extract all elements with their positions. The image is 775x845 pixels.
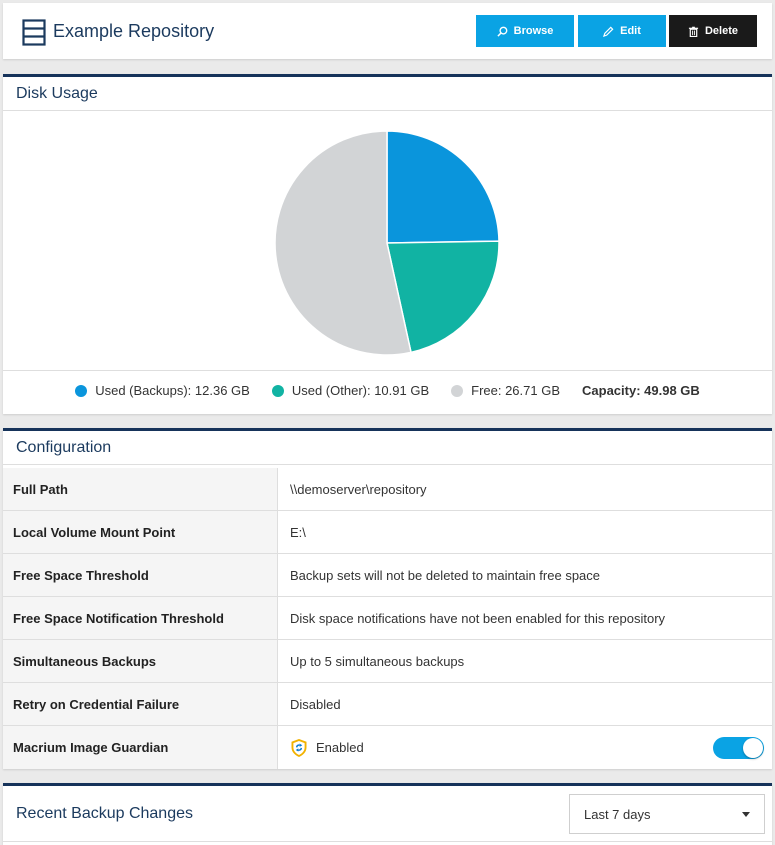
table-row: Macrium Image Guardian Enabled bbox=[3, 726, 772, 769]
table-row: Simultaneous Backups Up to 5 simultaneou… bbox=[3, 640, 772, 683]
row-value: \\demoserver\repository bbox=[290, 481, 427, 497]
pie-slice-backups[interactable] bbox=[386, 130, 500, 244]
chart-legend: Used (Backups): 12.36 GB Used (Other): 1… bbox=[3, 370, 772, 410]
disk-usage-chart bbox=[273, 129, 501, 357]
configuration-panel: Configuration Full Path \\demoserver\rep… bbox=[3, 428, 772, 769]
delete-button[interactable]: Delete bbox=[669, 15, 757, 47]
row-value: Up to 5 simultaneous backups bbox=[290, 653, 465, 669]
date-range-select[interactable]: Last 7 days bbox=[569, 794, 765, 834]
legend-label-free: Free: 26.71 GB bbox=[471, 383, 561, 398]
browse-button[interactable]: Browse bbox=[476, 15, 574, 47]
table-row: Retry on Credential Failure Disabled bbox=[3, 683, 772, 726]
guardian-status: Enabled bbox=[316, 740, 364, 755]
legend-label-other: Used (Other): 10.91 GB bbox=[291, 383, 430, 398]
disk-usage-panel: Disk Usage Used (Backups): 12.36 GB Used… bbox=[3, 74, 772, 414]
date-range-value: Last 7 days bbox=[584, 806, 651, 822]
table-row: Full Path \\demoserver\repository bbox=[3, 468, 772, 511]
row-label: Full Path bbox=[3, 468, 278, 510]
row-label: Free Space Threshold bbox=[3, 554, 278, 596]
guardian-toggle[interactable] bbox=[713, 737, 764, 759]
row-value: Backup sets will not be deleted to maint… bbox=[290, 567, 601, 583]
row-value: Disabled bbox=[290, 696, 341, 712]
delete-label: Delete bbox=[704, 25, 739, 37]
chevron-down-icon bbox=[742, 812, 750, 817]
legend-item-other: Used (Other): 10.91 GB bbox=[271, 383, 430, 398]
repository-icon bbox=[22, 19, 46, 46]
search-icon bbox=[497, 26, 508, 37]
edit-button[interactable]: Edit bbox=[578, 15, 666, 47]
pie-chart bbox=[274, 130, 500, 356]
legend-item-free: Free: 26.71 GB bbox=[451, 383, 560, 398]
browse-label: Browse bbox=[513, 25, 554, 37]
row-label: Retry on Credential Failure bbox=[3, 683, 278, 725]
row-label: Local Volume Mount Point bbox=[3, 511, 278, 553]
legend-dot-other bbox=[271, 384, 284, 397]
edit-label: Edit bbox=[620, 25, 641, 37]
page-title: Example Repository bbox=[53, 21, 215, 41]
table-row: Free Space Threshold Backup sets will no… bbox=[3, 554, 772, 597]
recent-backup-title: Recent Backup Changes bbox=[3, 786, 772, 842]
configuration-title: Configuration bbox=[3, 431, 772, 465]
row-label: Free Space Notification Threshold bbox=[3, 597, 278, 639]
disk-usage-title: Disk Usage bbox=[3, 77, 772, 111]
legend-label-backups: Used (Backups): 12.36 GB bbox=[95, 383, 250, 398]
legend-dot-free bbox=[451, 384, 464, 397]
row-value: E:\ bbox=[290, 524, 306, 540]
table-row: Local Volume Mount Point E:\ bbox=[3, 511, 772, 554]
row-label: Simultaneous Backups bbox=[3, 640, 278, 682]
legend-item-backups: Used (Backups): 12.36 GB bbox=[75, 383, 250, 398]
trash-icon bbox=[688, 26, 699, 37]
row-value-guardian: Enabled bbox=[278, 726, 772, 769]
recent-backup-panel: Recent Backup Changes Last 7 days bbox=[3, 783, 772, 845]
pie-slice-free[interactable] bbox=[274, 130, 412, 356]
page-header: Example Repository Browse Edit Delete bbox=[3, 3, 772, 59]
configuration-table: Full Path \\demoserver\repository Local … bbox=[3, 468, 772, 769]
toggle-knob[interactable] bbox=[743, 738, 763, 758]
shield-icon bbox=[291, 738, 307, 757]
pie-slice-other[interactable] bbox=[386, 240, 500, 354]
row-label: Macrium Image Guardian bbox=[3, 726, 278, 769]
capacity-label: Capacity: 49.98 GB bbox=[582, 383, 700, 398]
table-row: Free Space Notification Threshold Disk s… bbox=[3, 597, 772, 640]
row-value: Disk space notifications have not been e… bbox=[290, 610, 666, 626]
pencil-icon bbox=[603, 26, 614, 37]
legend-dot-backups bbox=[75, 384, 88, 397]
